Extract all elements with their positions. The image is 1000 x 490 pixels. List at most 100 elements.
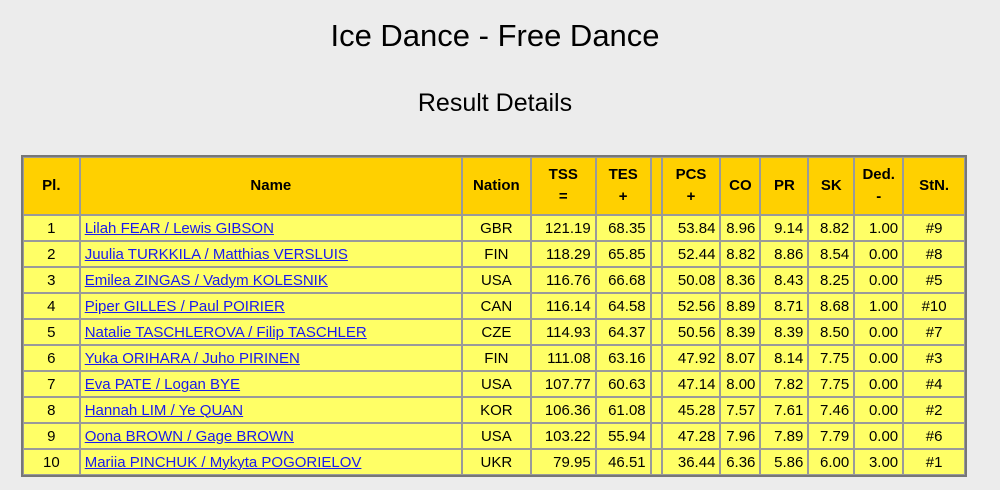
cell-tss: 106.36 (530, 397, 596, 423)
cell-sk: 8.54 (808, 241, 855, 267)
cell-pcs: 47.28 (661, 423, 721, 449)
cell-co: 8.39 (720, 319, 761, 345)
cell-stn: #7 (903, 319, 965, 345)
cell-tes: 68.35 (595, 215, 651, 241)
cell-ded: 0.00 (854, 397, 904, 423)
skater-pair-link[interactable]: Natalie TASCHLEROVA / Filip TASCHLER (84, 323, 367, 341)
table-row: 6 Yuka ORIHARA / Juho PIRINEN FIN 111.08 63.… (23, 345, 965, 371)
cell-pr: 8.86 (760, 241, 809, 267)
table-header-row: Pl. Name Nation TSS = TES + PCS + CO PR SK … (23, 157, 965, 215)
cell-place: 4 (23, 293, 80, 319)
results-body: 1 Lilah FEAR / Lewis GIBSON GBR 121.19 68.35… (23, 215, 965, 475)
cell-place: 6 (23, 345, 80, 371)
cell-nation: FIN (461, 241, 531, 267)
table-row: 5 Natalie TASCHLEROVA / Filip TASCHLER CZE… (23, 319, 965, 345)
skater-pair-link[interactable]: Juulia TURKKILA / Matthias VERSLUIS (84, 245, 348, 263)
cell-ded: 1.00 (854, 215, 904, 241)
table-row: 9 Oona BROWN / Gage BROWN USA 103.22 55.94 47… (23, 423, 965, 449)
cell-tss: 107.77 (530, 371, 596, 397)
cell-sk: 6.00 (808, 449, 855, 475)
cell-pcs: 52.56 (661, 293, 721, 319)
page-title: Ice Dance - Free Dance (330, 18, 660, 53)
cell-ded: 0.00 (854, 345, 904, 371)
cell-tss: 116.76 (530, 267, 596, 293)
cell-name: Eva PATE / Logan BYE (79, 371, 462, 397)
table-row: 10 Mariia PINCHUK / Mykyta POGORIELOV UKR 7… (23, 449, 965, 475)
header-tes-label: TES (608, 166, 638, 183)
cell-ded: 0.00 (854, 423, 904, 449)
cell-gap (650, 397, 662, 423)
skater-pair-link[interactable]: Hannah LIM / Ye QUAN (84, 401, 244, 419)
cell-tss: 79.95 (530, 449, 596, 475)
cell-gap (650, 449, 662, 475)
cell-gap (650, 345, 662, 371)
cell-sk: 8.25 (808, 267, 855, 293)
cell-pr: 7.61 (760, 397, 809, 423)
cell-name: Natalie TASCHLEROVA / Filip TASCHLER (79, 319, 462, 345)
cell-place: 10 (23, 449, 80, 475)
cell-gap (650, 215, 662, 241)
cell-ded: 3.00 (854, 449, 904, 475)
cell-tss: 118.29 (530, 241, 596, 267)
header-pcs-label: PCS (675, 166, 707, 183)
header-pcs-sign: + (686, 188, 696, 205)
cell-co: 8.82 (720, 241, 761, 267)
cell-gap (650, 371, 662, 397)
skater-pair-link[interactable]: Lilah FEAR / Lewis GIBSON (84, 219, 274, 237)
cell-gap (650, 293, 662, 319)
cell-nation: GBR (461, 215, 531, 241)
skater-pair-link[interactable]: Yuka ORIHARA / Juho PIRINEN (84, 349, 300, 367)
cell-tss: 111.08 (530, 345, 596, 371)
cell-nation: FIN (461, 345, 531, 371)
results-table: Pl. Name Nation TSS = TES + PCS + CO PR SK … (21, 155, 967, 477)
cell-co: 7.96 (720, 423, 761, 449)
skater-pair-link[interactable]: Eva PATE / Logan BYE (84, 375, 241, 393)
cell-nation: USA (461, 267, 531, 293)
cell-nation: USA (461, 423, 531, 449)
cell-stn: #3 (903, 345, 965, 371)
cell-ded: 0.00 (854, 267, 904, 293)
cell-co: 8.36 (720, 267, 761, 293)
cell-name: Mariia PINCHUK / Mykyta POGORIELOV (79, 449, 462, 475)
skater-pair-link[interactable]: Oona BROWN / Gage BROWN (84, 427, 294, 445)
cell-co: 6.36 (720, 449, 761, 475)
cell-nation: USA (461, 371, 531, 397)
cell-tss: 114.93 (530, 319, 596, 345)
header-tes: TES + (595, 157, 651, 215)
cell-sk: 7.75 (808, 371, 855, 397)
header-tss-label: TSS (548, 166, 578, 183)
header-pcs: PCS + (661, 157, 721, 215)
skater-pair-link[interactable]: Mariia PINCHUK / Mykyta POGORIELOV (84, 453, 362, 471)
header-ded-label: Ded. (862, 166, 895, 183)
cell-gap (650, 241, 662, 267)
skater-pair-link[interactable]: Emilea ZINGAS / Vadym KOLESNIK (84, 271, 328, 289)
cell-sk: 7.79 (808, 423, 855, 449)
cell-stn: #4 (903, 371, 965, 397)
cell-pr: 8.14 (760, 345, 809, 371)
cell-co: 8.00 (720, 371, 761, 397)
cell-tes: 61.08 (595, 397, 651, 423)
cell-pcs: 52.44 (661, 241, 721, 267)
skater-pair-link[interactable]: Piper GILLES / Paul POIRIER (84, 297, 285, 315)
cell-ded: 0.00 (854, 241, 904, 267)
cell-tes: 63.16 (595, 345, 651, 371)
cell-pr: 8.43 (760, 267, 809, 293)
table-row: 4 Piper GILLES / Paul POIRIER CAN 116.14 64.… (23, 293, 965, 319)
cell-name: Juulia TURKKILA / Matthias VERSLUIS (79, 241, 462, 267)
cell-tes: 64.58 (595, 293, 651, 319)
cell-stn: #5 (903, 267, 965, 293)
cell-place: 1 (23, 215, 80, 241)
cell-gap (650, 319, 662, 345)
cell-name: Oona BROWN / Gage BROWN (79, 423, 462, 449)
cell-co: 8.96 (720, 215, 761, 241)
cell-place: 2 (23, 241, 80, 267)
cell-name: Piper GILLES / Paul POIRIER (79, 293, 462, 319)
cell-nation: CAN (461, 293, 531, 319)
cell-sk: 8.82 (808, 215, 855, 241)
cell-place: 7 (23, 371, 80, 397)
cell-gap (650, 423, 662, 449)
cell-tes: 60.63 (595, 371, 651, 397)
cell-pr: 7.89 (760, 423, 809, 449)
cell-place: 3 (23, 267, 80, 293)
cell-tes: 66.68 (595, 267, 651, 293)
